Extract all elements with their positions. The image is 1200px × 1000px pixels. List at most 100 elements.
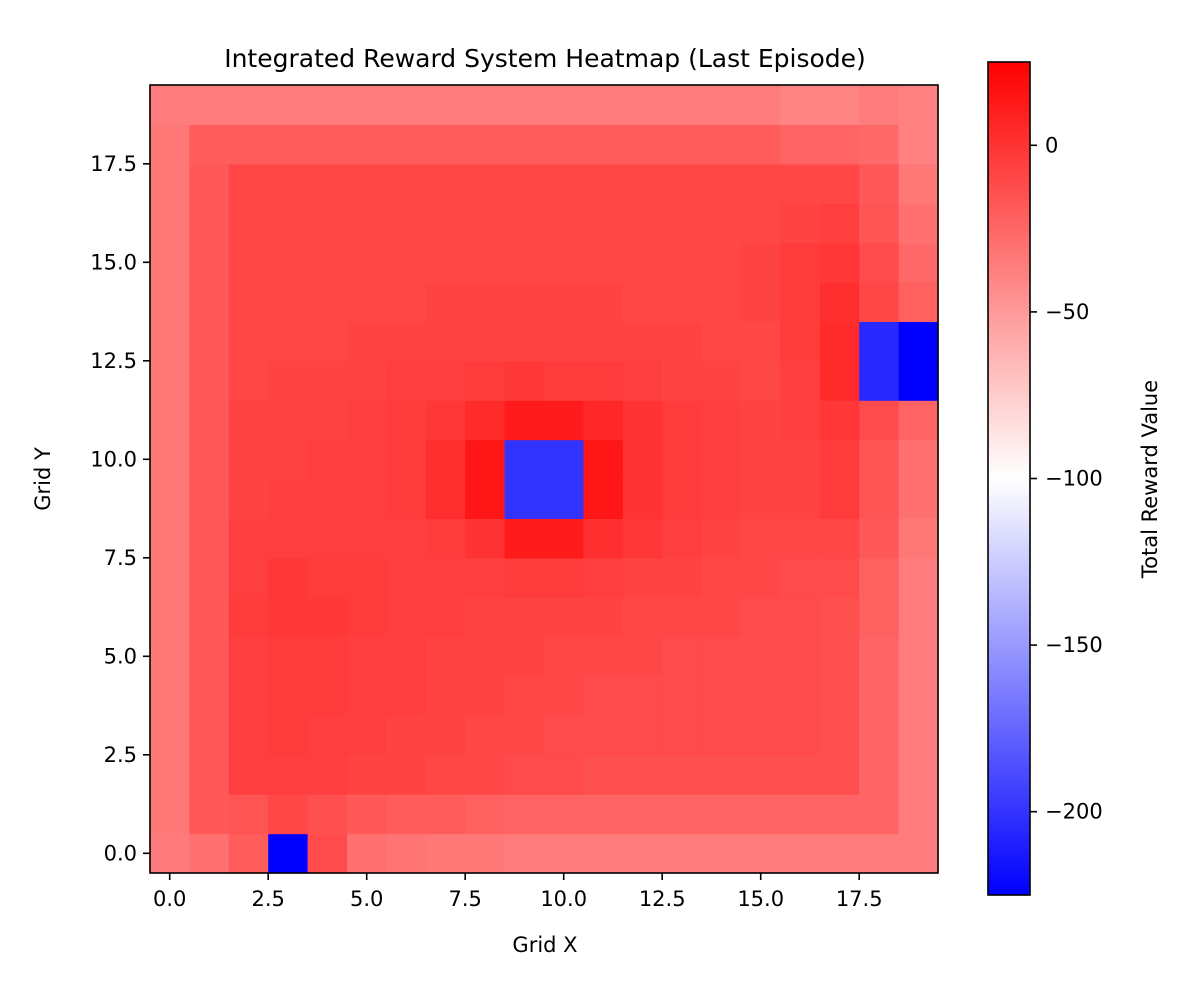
colorbar-tick-label: 0 (1045, 133, 1058, 157)
heatmap-cell (465, 518, 506, 559)
heatmap-cell (819, 163, 860, 204)
heatmap-cell (465, 360, 506, 401)
heatmap-cell (425, 636, 466, 677)
heatmap-cell (583, 124, 624, 165)
heatmap-cell (780, 439, 821, 480)
heatmap-cell (150, 163, 190, 204)
heatmap-cell (150, 124, 190, 165)
heatmap-cell (622, 715, 663, 756)
heatmap-cell (819, 282, 860, 322)
heatmap-cell (189, 282, 230, 322)
heatmap-cell (780, 400, 821, 441)
heatmap-cell (465, 636, 506, 677)
heatmap-cell (504, 360, 545, 401)
heatmap-cell (741, 321, 781, 362)
colorbar-tick-label: −150 (1045, 633, 1103, 657)
heatmap-cell (859, 636, 900, 677)
heatmap-cell (268, 203, 309, 244)
heatmap-cell (228, 518, 269, 559)
heatmap-cell (347, 163, 387, 204)
heatmap-cell (622, 163, 663, 204)
heatmap-cell (622, 557, 663, 598)
heatmap-cell (898, 676, 939, 716)
heatmap-cell (150, 360, 190, 401)
heatmap-cell (268, 597, 309, 638)
heatmap-cell (662, 676, 703, 716)
heatmap-cell (583, 321, 624, 362)
heatmap-cell (347, 439, 387, 480)
heatmap-cell (662, 479, 703, 519)
heatmap-cell (150, 794, 190, 835)
heatmap-cell (544, 439, 584, 480)
heatmap-cell (622, 518, 663, 559)
heatmap-cell (386, 163, 427, 204)
heatmap-cell (583, 203, 624, 244)
heatmap-cell (465, 163, 506, 204)
colorbar (987, 61, 1031, 896)
heatmap-cell (228, 557, 269, 598)
heatmap-cell (189, 833, 230, 874)
heatmap-cell (819, 85, 860, 125)
heatmap-cell (386, 636, 427, 677)
heatmap-cell (347, 833, 387, 874)
heatmap-cell (741, 676, 781, 716)
heatmap-cell (307, 597, 348, 638)
plot-frame (149, 84, 939, 874)
heatmap-cell (544, 360, 584, 401)
heatmap-cell (898, 85, 939, 125)
heatmap-cell (228, 203, 269, 244)
heatmap-cell (741, 282, 781, 322)
heatmap-cell (347, 754, 387, 795)
heatmap-cell (228, 163, 269, 204)
heatmap-cell (780, 242, 821, 283)
heatmap-cell (307, 754, 348, 795)
heatmap-cell (701, 597, 742, 638)
heatmap-cell (386, 203, 427, 244)
heatmap-cell (662, 242, 703, 283)
heatmap-cell (544, 282, 584, 322)
heatmap-cell (859, 479, 900, 519)
heatmap-cell (544, 479, 584, 519)
heatmap-cell (504, 754, 545, 795)
heatmap-cell (819, 321, 860, 362)
y-tick-label: 10.0 (90, 447, 137, 471)
heatmap-cell (189, 754, 230, 795)
heatmap-cell (741, 360, 781, 401)
heatmap-cell (662, 557, 703, 598)
heatmap-cell (307, 321, 348, 362)
heatmap-cell (898, 479, 939, 519)
heatmap-cell (741, 794, 781, 835)
heatmap-cell (701, 124, 742, 165)
heatmap-cell (425, 715, 466, 756)
heatmap-cell (347, 636, 387, 677)
heatmap-cell (504, 321, 545, 362)
heatmap-cell (898, 557, 939, 598)
heatmap-cell (741, 833, 781, 874)
heatmap-cell (347, 479, 387, 519)
heatmap-cell (307, 400, 348, 441)
chart-title: Integrated Reward System Heatmap (Last E… (224, 44, 866, 73)
heatmap-cell (268, 833, 309, 874)
y-tick-label: 15.0 (90, 250, 137, 274)
heatmap-cell (819, 676, 860, 716)
heatmap-cell (544, 242, 584, 283)
heatmap-cell (780, 203, 821, 244)
heatmap-cell (504, 794, 545, 835)
heatmap-cell (741, 203, 781, 244)
heatmap-cell (819, 597, 860, 638)
heatmap-cell (504, 242, 545, 283)
heatmap-cell (386, 676, 427, 716)
heatmap-cell (425, 203, 466, 244)
heatmap-cell (268, 360, 309, 401)
heatmap-cell (622, 124, 663, 165)
colorbar-label: Total Reward Value (1138, 380, 1162, 579)
heatmap-cell (228, 360, 269, 401)
heatmap-cell (307, 479, 348, 519)
heatmap-cell (504, 85, 545, 125)
heatmap-cell (189, 163, 230, 204)
heatmap-cell (662, 85, 703, 125)
heatmap-cell (465, 439, 506, 480)
colorbar-tick-label: −100 (1045, 467, 1103, 491)
heatmap-cell (150, 321, 190, 362)
